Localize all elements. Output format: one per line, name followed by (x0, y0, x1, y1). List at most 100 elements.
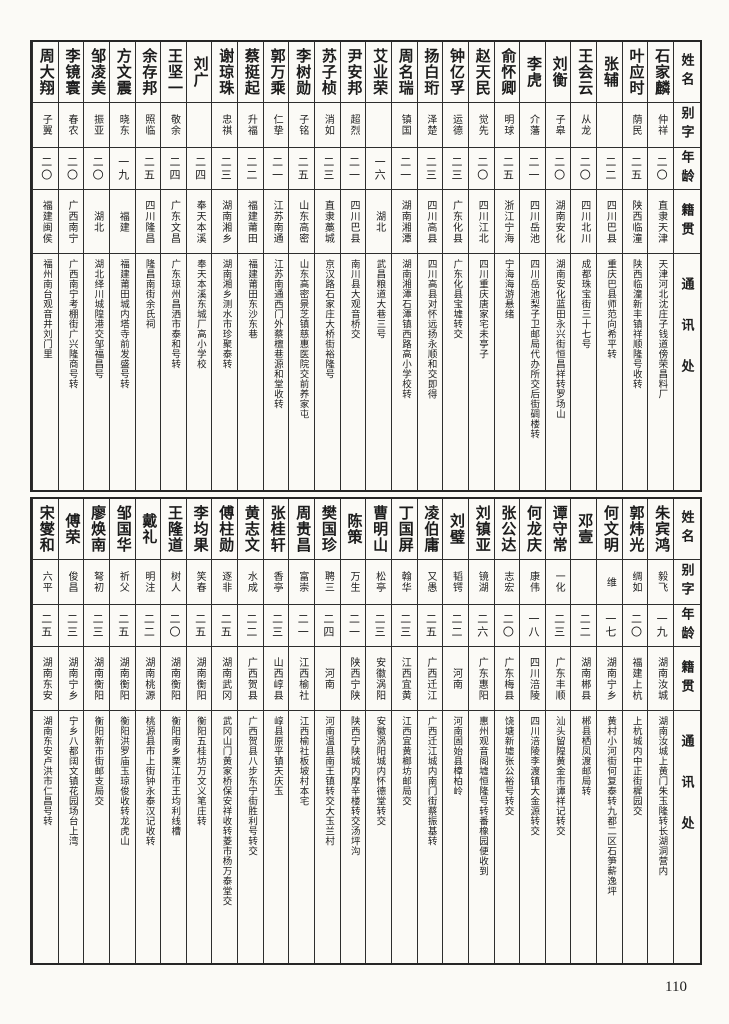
person-origin-cell: 广西迁江 (417, 646, 443, 710)
person-name: 刘璧 (448, 513, 465, 545)
person-address: 四川高县对怀远扬永顺和交即得 (425, 259, 436, 399)
person-zi: 志宏 (501, 571, 513, 593)
person-column: 陈策 万生 二一 陕西宁陕 陕西宁陕城内摩辛楼转交汤坪沟 (339, 499, 366, 963)
person-age-cell: 一九 (648, 604, 673, 646)
person-address-cell: 广西南宁考棚街广兴隆商号转 (58, 253, 84, 490)
person-origin: 四川巴县 (347, 199, 359, 244)
person-address: 湖南汝城上黄门朱玉隆转长湖洞营内 (656, 716, 667, 876)
person-age: 二五 (219, 612, 232, 639)
person-age: 二二 (142, 612, 155, 639)
person-name: 张桂轩 (268, 505, 285, 553)
person-name-cell: 谢琼珠 (212, 42, 237, 102)
person-zi-cell (597, 102, 622, 147)
person-name-cell: 李树勋 (289, 42, 314, 102)
person-name: 钟亿孚 (448, 48, 465, 96)
person-name: 叶应时 (627, 48, 644, 96)
person-age: 二一 (398, 155, 411, 182)
person-origin: 山西崞县 (271, 656, 283, 701)
person-origin: 湖南衡阳 (91, 656, 103, 701)
person-origin-cell: 福建闽侯 (32, 189, 58, 253)
person-zi-cell: 康伟 (520, 559, 545, 604)
person-column: 傅荣 俊昌 二三 湖南宁乡 宁乡八都阔文镇花园场台上湾 (57, 499, 84, 963)
person-name-cell: 谭守常 (546, 499, 571, 559)
person-name-cell: 李镜寰 (59, 42, 84, 102)
person-address: 桃源县市上街钟永泰汉记收转 (143, 716, 154, 846)
person-address-cell: 成都珠宝街三十七号 (571, 253, 597, 490)
person-origin: 湖南湘潭 (399, 199, 411, 244)
person-name: 丁国屏 (396, 505, 413, 553)
person-zi-cell: 逐非 (212, 559, 238, 604)
person-zi: 翰华 (399, 571, 411, 593)
person-age-cell: 二〇 (494, 604, 520, 646)
person-address: 南川县大观音桥交 (348, 259, 359, 339)
person-column: 王隆道 树人 二〇 湖南衡阳 衡阳南乡栗江市王均利线槽 (160, 499, 186, 963)
person-column: 石家麟 仲祥 二〇 直隶天津 天津河北沈庄子钱道傍荣昌料厂 (647, 42, 673, 490)
person-origin-cell: 福建 (109, 189, 135, 253)
person-address-cell: 福建莆田东沙东巷 (238, 253, 263, 490)
person-name: 方文震 (114, 48, 131, 96)
person-age: 二三 (373, 612, 386, 639)
person-name-cell: 周大翔 (33, 42, 58, 102)
person-age: 二三 (552, 612, 565, 639)
person-origin: 安徽涡阳 (373, 656, 385, 701)
person-age: 一九 (116, 155, 129, 182)
person-name-cell: 刘广 (187, 42, 212, 102)
person-age: 二〇 (501, 612, 514, 639)
person-zi-cell: 明球 (494, 102, 520, 147)
person-age-cell: 二三 (212, 147, 238, 189)
person-origin: 广东丰顺 (553, 656, 565, 701)
person-origin: 广西迁江 (424, 656, 436, 701)
person-zi: 毅飞 (655, 571, 667, 593)
person-zi-cell: 运德 (443, 102, 468, 147)
person-zi-cell: 绸如 (622, 559, 648, 604)
person-origin-cell: 四川高县 (417, 189, 443, 253)
person-origin: 河南 (450, 667, 462, 690)
person-address-cell: 桃源县市上街钟永泰汉记收转 (135, 710, 161, 963)
person-name-cell: 王会云 (571, 42, 596, 102)
person-age-cell: 二〇 (58, 147, 84, 189)
person-zi: 子皋 (553, 114, 565, 136)
person-name-cell: 俞怀卿 (495, 42, 520, 102)
person-column: 曹明山 松亭 二三 安徽涡阳 安徽涡阳城内怀德堂转交 (365, 499, 391, 963)
person-age: 二〇 (91, 155, 104, 182)
person-origin-cell: 陕西宁陕 (340, 646, 366, 710)
person-zi-cell: 泽楚 (417, 102, 443, 147)
person-age: 二五 (39, 612, 52, 639)
row-header-name: 姓名 (679, 510, 695, 548)
person-name: 邹凌美 (89, 48, 106, 96)
person-age: 二二 (578, 612, 591, 639)
person-age-cell: 二〇 (161, 604, 186, 646)
person-age-cell: 一六 (366, 147, 391, 189)
person-address-cell: 湖北绎川城隍港交邹福昌号 (84, 253, 109, 490)
person-name-cell: 朱宾鸿 (648, 499, 673, 559)
person-origin-cell: 四川巴县 (597, 189, 622, 253)
person-address-cell: 衡阳五桂坊万文义笔庄转 (186, 710, 212, 963)
person-origin: 湖北 (373, 210, 385, 233)
person-zi-cell: 春农 (58, 102, 84, 147)
person-address: 上杭城内中正街樨园交 (630, 716, 641, 816)
row-header-zi: 别字 (674, 102, 700, 147)
person-age: 二一 (526, 155, 539, 182)
person-name-cell: 叶应时 (623, 42, 648, 102)
person-zi: 俊昌 (65, 571, 77, 593)
person-age: 二一 (296, 612, 309, 639)
person-address: 湖北绎川城隍港交邹福昌号 (92, 259, 103, 379)
person-age: 一八 (526, 612, 539, 639)
person-age: 二三 (321, 155, 334, 182)
person-origin: 奉天本溪 (194, 199, 206, 244)
person-address-cell: 宁海海游悬绪 (494, 253, 520, 490)
person-zi-cell: 子皋 (545, 102, 571, 147)
person-name-cell: 傅荣 (59, 499, 84, 559)
person-address-cell: 天津河北沈庄子钱道傍荣昌料厂 (648, 253, 673, 490)
person-zi-cell: 镇国 (391, 102, 417, 147)
person-origin: 湖北 (91, 210, 103, 233)
person-address: 陕西临潼新丰镇祥顺隆号收转 (630, 259, 641, 389)
person-address: 武冈山门黄家桥保安祥收转菱市杨万泰堂交 (220, 716, 231, 906)
person-age-cell: 一八 (520, 604, 545, 646)
person-origin-cell: 湖南宁乡 (58, 646, 84, 710)
person-address: 崞县原平镇天庆玉 (271, 716, 282, 796)
person-age-cell: 二三 (545, 604, 571, 646)
person-origin: 湖南桃源 (142, 656, 154, 701)
person-address: 河南固始县樟柏岭 (451, 716, 462, 796)
